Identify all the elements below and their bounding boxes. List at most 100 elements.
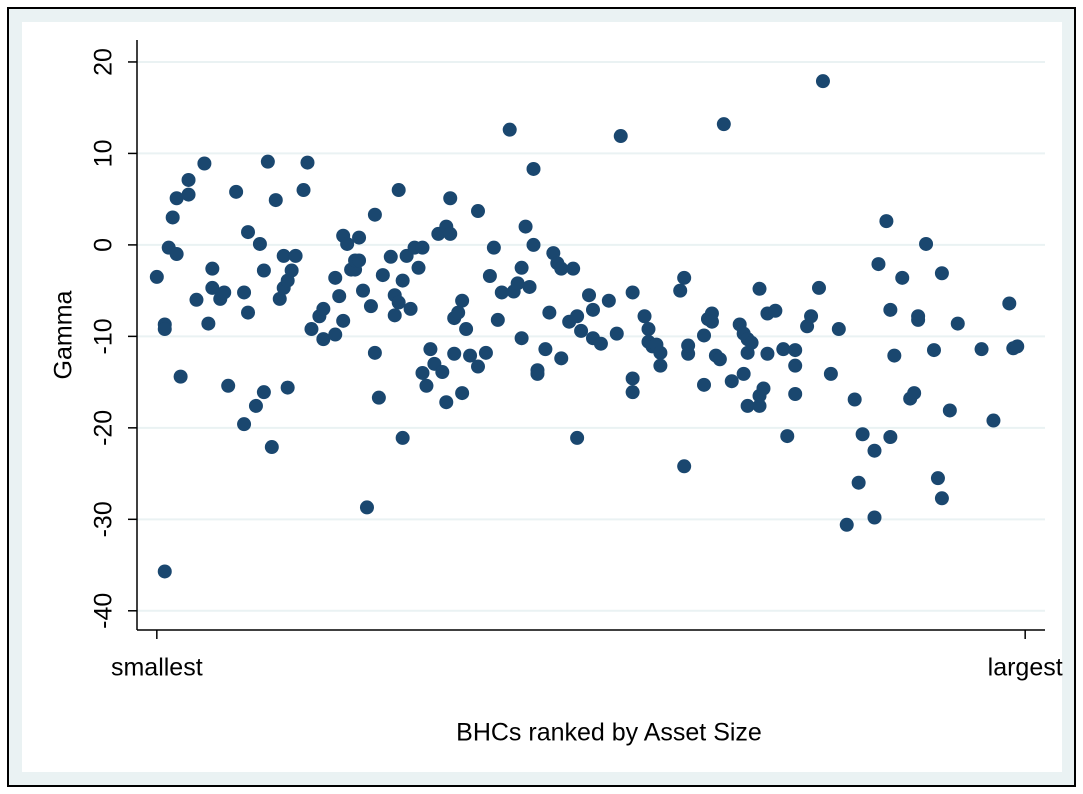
- point: [570, 430, 585, 445]
- point: [157, 322, 172, 337]
- point: [439, 395, 454, 410]
- point: [443, 191, 458, 206]
- point: [248, 398, 263, 413]
- point: [201, 316, 216, 331]
- x-axis-title: BHCs ranked by Asset Size: [456, 719, 762, 747]
- point: [332, 289, 347, 304]
- point: [526, 161, 541, 176]
- point: [518, 219, 533, 234]
- point: [724, 374, 739, 389]
- point: [221, 378, 236, 393]
- point: [625, 385, 640, 400]
- y-tick-label: 10: [90, 140, 118, 168]
- point: [340, 236, 355, 251]
- point: [768, 303, 783, 318]
- point: [173, 369, 188, 384]
- point: [942, 403, 957, 418]
- point: [697, 377, 712, 392]
- point: [744, 335, 759, 350]
- point: [391, 295, 406, 310]
- point: [554, 351, 569, 366]
- point: [625, 371, 640, 386]
- x-tick-label: smallest: [111, 654, 203, 682]
- point: [181, 172, 196, 187]
- point: [486, 240, 501, 255]
- point: [256, 263, 271, 278]
- point: [613, 129, 628, 144]
- point: [681, 338, 696, 353]
- y-tick-label: 0: [90, 238, 118, 252]
- y-tick-label: -10: [90, 318, 118, 354]
- point: [780, 429, 795, 444]
- point: [367, 207, 382, 222]
- point: [280, 380, 295, 395]
- point: [157, 564, 172, 579]
- point: [411, 260, 426, 275]
- point: [241, 225, 256, 240]
- point: [704, 314, 719, 329]
- point: [574, 323, 589, 338]
- point: [609, 326, 624, 341]
- point: [851, 475, 866, 490]
- point: [352, 253, 367, 268]
- point: [272, 291, 287, 306]
- point: [451, 305, 466, 320]
- point: [530, 363, 545, 378]
- point: [752, 281, 767, 296]
- point: [387, 308, 402, 323]
- point: [316, 301, 331, 316]
- y-axis-title: Gamma: [50, 290, 78, 379]
- point: [356, 283, 371, 298]
- point: [205, 261, 220, 276]
- point: [296, 183, 311, 198]
- point: [585, 302, 600, 317]
- point: [930, 471, 945, 486]
- point: [316, 332, 331, 347]
- point: [847, 392, 862, 407]
- point: [229, 184, 244, 199]
- point: [237, 285, 252, 300]
- point: [241, 305, 256, 320]
- point: [776, 342, 791, 357]
- point: [169, 191, 184, 206]
- point: [815, 74, 830, 89]
- point: [470, 359, 485, 374]
- point: [653, 345, 668, 360]
- point: [482, 269, 497, 283]
- point: [673, 283, 688, 298]
- point: [601, 293, 616, 308]
- point: [435, 365, 450, 380]
- point: [383, 249, 398, 264]
- point: [260, 154, 275, 169]
- point: [653, 358, 668, 373]
- point: [447, 346, 462, 361]
- point: [736, 366, 751, 381]
- point: [641, 322, 656, 337]
- y-tick-label: 20: [90, 48, 118, 76]
- point: [522, 279, 537, 294]
- point: [304, 322, 319, 337]
- point: [455, 386, 470, 401]
- point: [300, 155, 315, 170]
- point: [478, 345, 493, 360]
- point: [1010, 339, 1025, 354]
- point: [712, 352, 727, 367]
- point: [788, 343, 803, 358]
- point: [756, 381, 771, 396]
- point: [538, 342, 553, 357]
- point: [895, 270, 910, 285]
- point: [911, 309, 926, 324]
- point: [867, 510, 882, 525]
- point: [328, 327, 343, 342]
- point: [934, 266, 949, 281]
- point: [494, 285, 509, 300]
- point: [423, 342, 438, 357]
- point: [907, 386, 922, 401]
- point: [677, 270, 692, 285]
- y-tick-label: -20: [90, 410, 118, 446]
- point: [395, 273, 410, 288]
- point: [256, 385, 271, 400]
- point: [264, 440, 279, 455]
